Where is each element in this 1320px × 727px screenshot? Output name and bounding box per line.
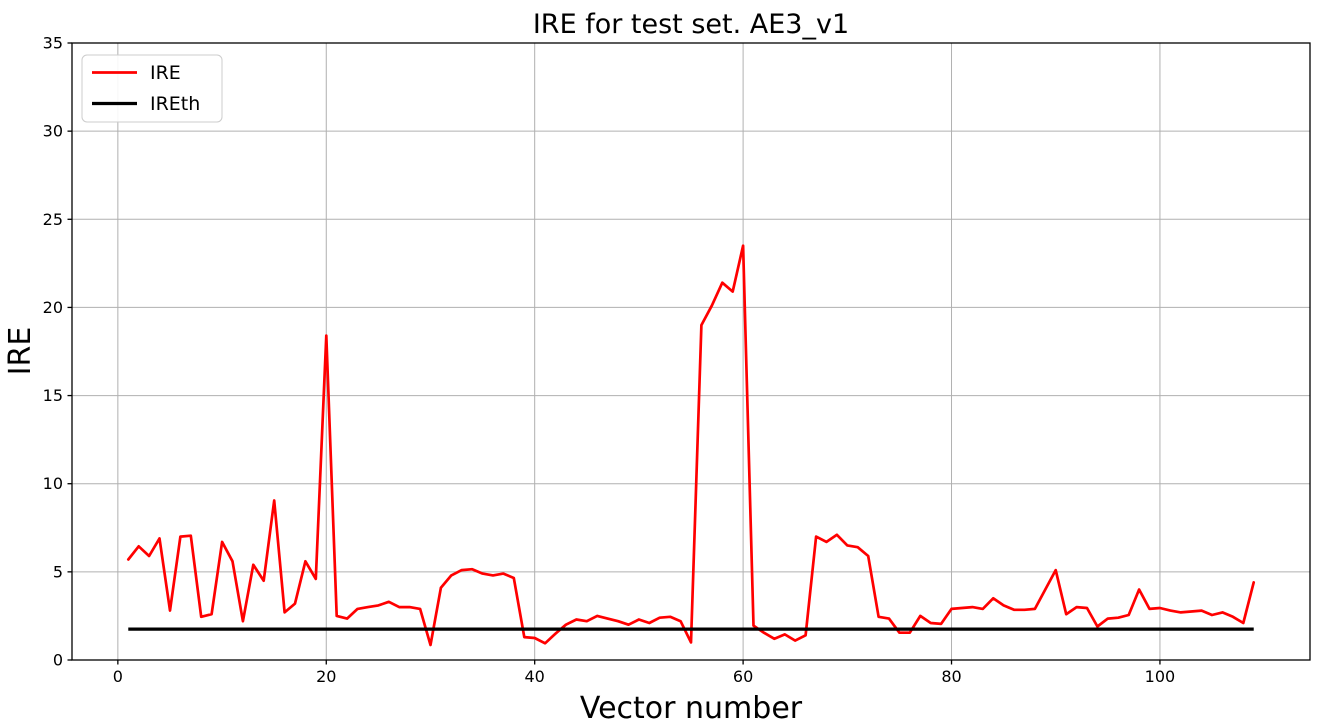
x-tick-label: 20	[316, 667, 336, 686]
legend-label-ireth: IREth	[150, 93, 200, 115]
y-tick-label: 15	[43, 386, 63, 405]
x-tick-label: 0	[113, 667, 123, 686]
x-tick-label: 40	[525, 667, 545, 686]
plot-area-border	[71, 42, 1311, 661]
y-tick-label: 30	[43, 122, 63, 141]
y-tick-label: 35	[43, 34, 63, 53]
axis-ticks: 0 20 40 60 80 100 0 5 10 15 20 25 30 35	[43, 34, 1176, 687]
y-tick-label: 20	[43, 298, 63, 317]
y-tick-label: 5	[53, 562, 63, 581]
y-axis-label: IRE	[3, 327, 38, 376]
series-line-ire	[126, 244, 1256, 647]
x-axis-label: Vector number	[580, 691, 803, 726]
y-tick-label: 0	[53, 651, 63, 670]
y-tick-label: 10	[43, 474, 63, 493]
series-lines	[126, 244, 1256, 647]
legend: IRE IREth	[81, 54, 223, 123]
y-tick-label: 25	[43, 210, 63, 229]
chart-title: IRE for test set. AE3_v1	[533, 9, 849, 40]
legend-label-ire: IRE	[150, 62, 181, 84]
x-tick-label: 100	[1145, 667, 1176, 686]
x-tick-label: 80	[941, 667, 961, 686]
gridlines	[72, 42, 1310, 661]
x-tick-label: 60	[733, 667, 753, 686]
